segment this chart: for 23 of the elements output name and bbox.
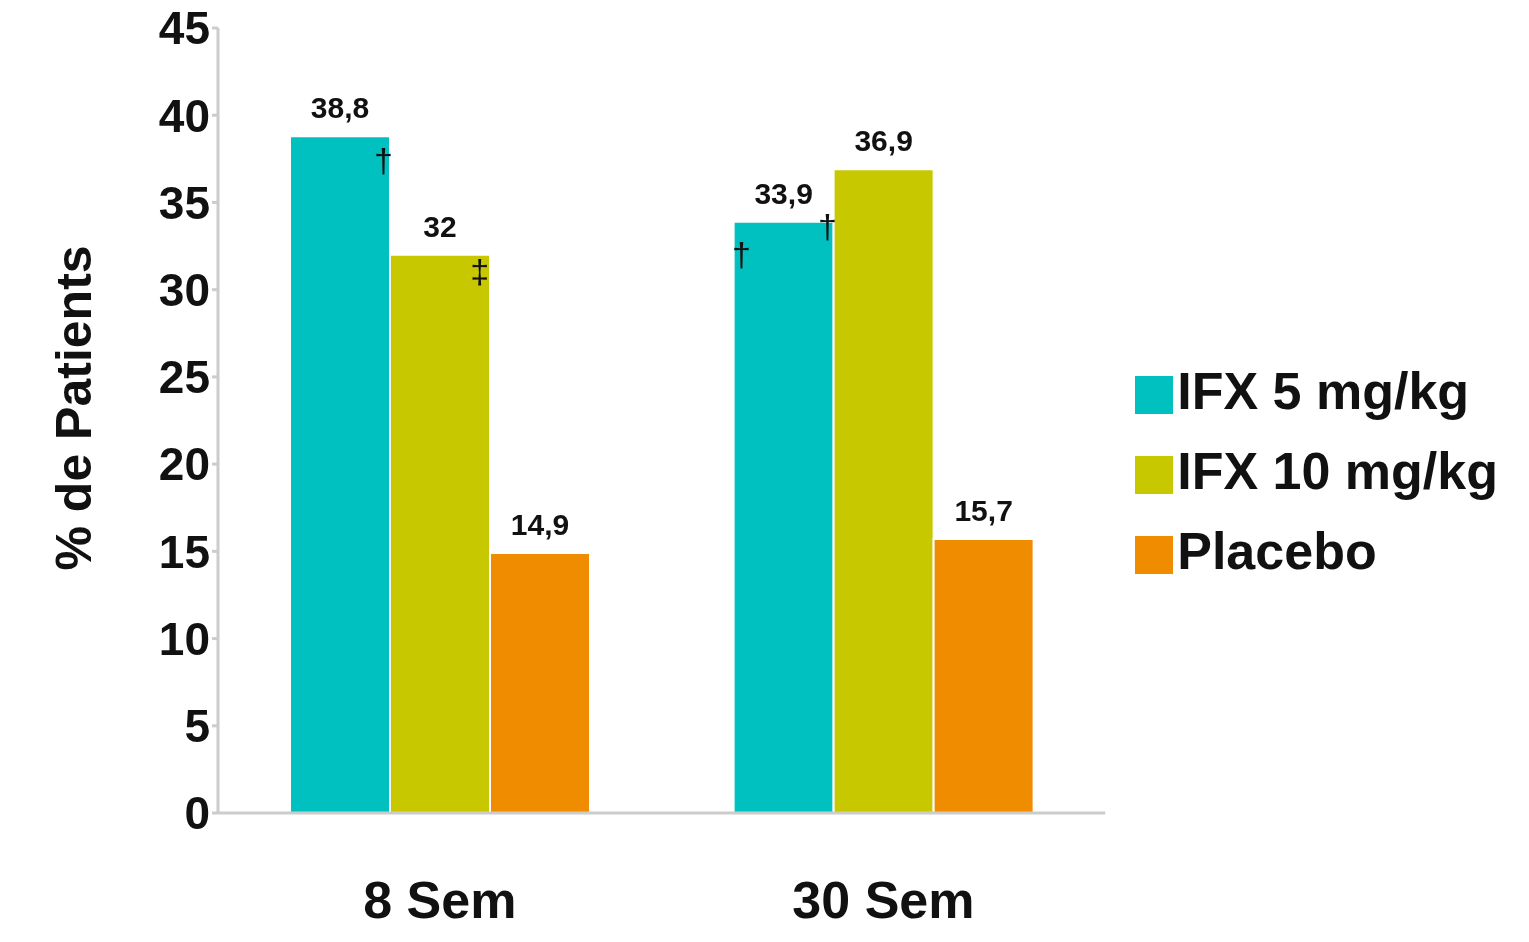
x-tick-label: 30 Sem <box>792 870 975 929</box>
data-label: 15,7 <box>954 494 1013 528</box>
y-tick-label: 15 <box>158 525 210 578</box>
y-tick-label: 25 <box>158 351 210 404</box>
y-tick-label: 10 <box>158 612 210 665</box>
legend-label: IFX 5 mg/kg <box>1177 361 1470 420</box>
legend-label: IFX 10 mg/kg <box>1177 441 1498 500</box>
y-tick-label: 0 <box>184 787 210 840</box>
y-tick-label: 30 <box>158 264 210 316</box>
y-tick-label: 5 <box>184 700 210 753</box>
data-label: 14,9 <box>510 508 570 542</box>
data-label: 33,9 <box>754 176 813 210</box>
y-axis-title: % de Patients <box>45 245 102 571</box>
y-tick-label: 35 <box>158 176 210 229</box>
y-tick-label: 40 <box>158 89 210 142</box>
x-tick-label: 8 Sem <box>363 870 517 929</box>
data-label: 36,9 <box>854 124 913 158</box>
annotation: ‡ <box>470 251 490 290</box>
data-label: 32 <box>423 209 457 243</box>
y-tick-label: 45 <box>158 2 210 55</box>
y-tick-label: 20 <box>158 438 210 491</box>
data-label: 38,8 <box>310 91 370 125</box>
legend-label: Placebo <box>1177 521 1377 580</box>
